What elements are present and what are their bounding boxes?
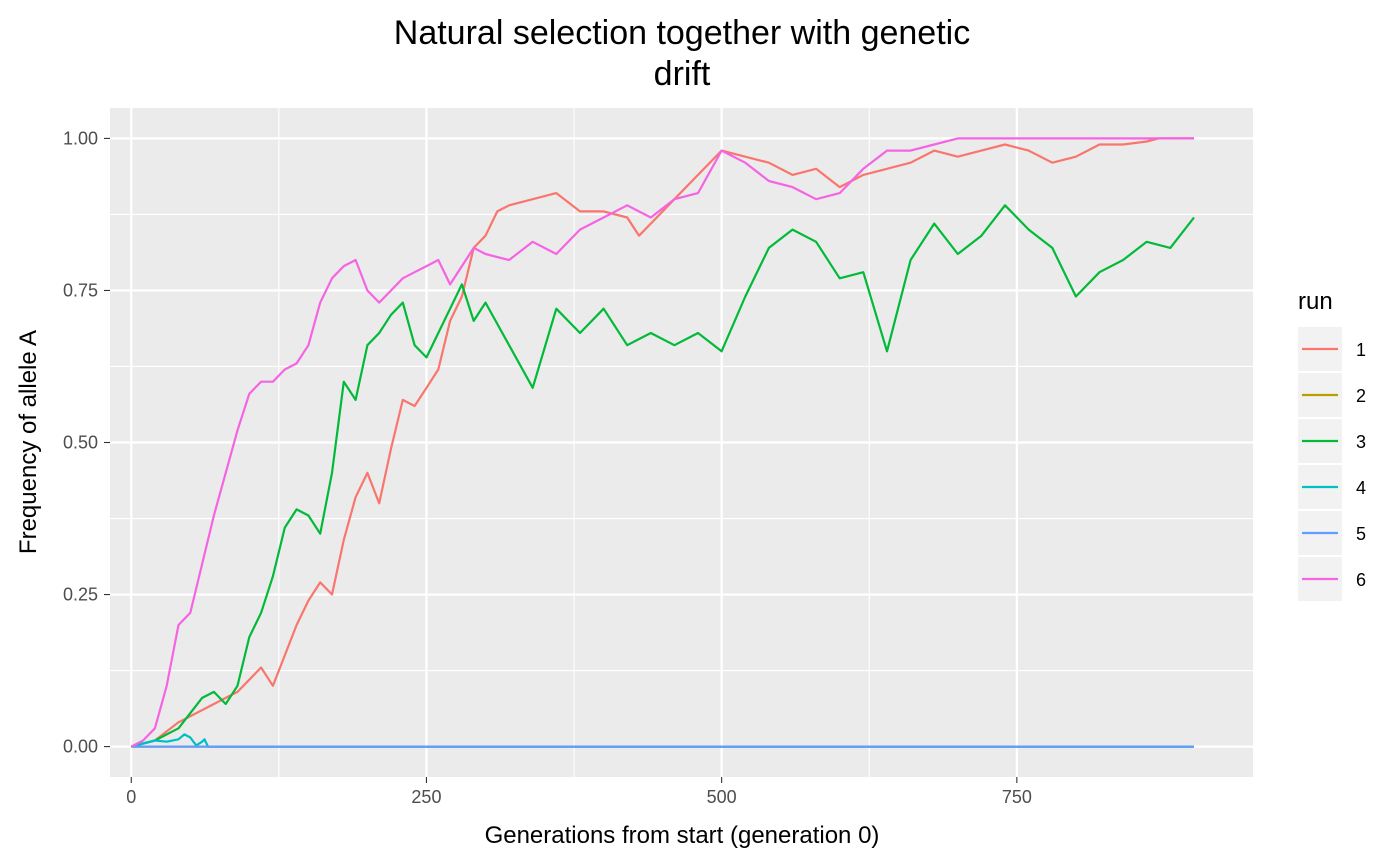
x-tick-label: 500 bbox=[707, 787, 737, 807]
legend-label: 6 bbox=[1356, 570, 1366, 590]
y-tick-label: 0.50 bbox=[63, 433, 98, 453]
legend-label: 4 bbox=[1356, 478, 1366, 498]
legend: run 1 2 3 4 5 6 bbox=[1298, 288, 1366, 601]
y-tick-label: 0.75 bbox=[63, 280, 98, 300]
legend-label: 2 bbox=[1356, 386, 1366, 406]
x-tick-label: 250 bbox=[411, 787, 441, 807]
y-tick-label: 1.00 bbox=[63, 128, 98, 148]
series-line-run-6 bbox=[130, 137, 1194, 748]
chart-title-line-1: Natural selection together with genetic bbox=[394, 14, 970, 52]
series-line-run-1 bbox=[131, 137, 1194, 748]
major-gridlines bbox=[110, 108, 1253, 777]
y-axis-ticks: 0.00 0.25 0.50 0.75 1.00 bbox=[63, 128, 110, 757]
series-line-run-4 bbox=[131, 733, 1194, 748]
y-tick-label: 0.00 bbox=[63, 737, 98, 757]
legend-label: 1 bbox=[1356, 340, 1366, 360]
series-lines bbox=[130, 137, 1195, 748]
legend-label: 3 bbox=[1356, 432, 1366, 452]
legend-label: 5 bbox=[1356, 524, 1366, 544]
chart-title-line-2: drift bbox=[654, 55, 711, 93]
x-tick-label: 0 bbox=[126, 787, 136, 807]
x-tick-label: 750 bbox=[1002, 787, 1032, 807]
y-axis-title: Frequency of allele A bbox=[15, 330, 42, 554]
legend-title: run bbox=[1298, 288, 1333, 315]
x-axis-title: Generations from start (generation 0) bbox=[485, 822, 880, 849]
y-tick-label: 0.25 bbox=[63, 585, 98, 605]
series-line-run-3 bbox=[131, 204, 1195, 748]
x-axis-ticks: 0 250 500 750 bbox=[126, 777, 1032, 807]
